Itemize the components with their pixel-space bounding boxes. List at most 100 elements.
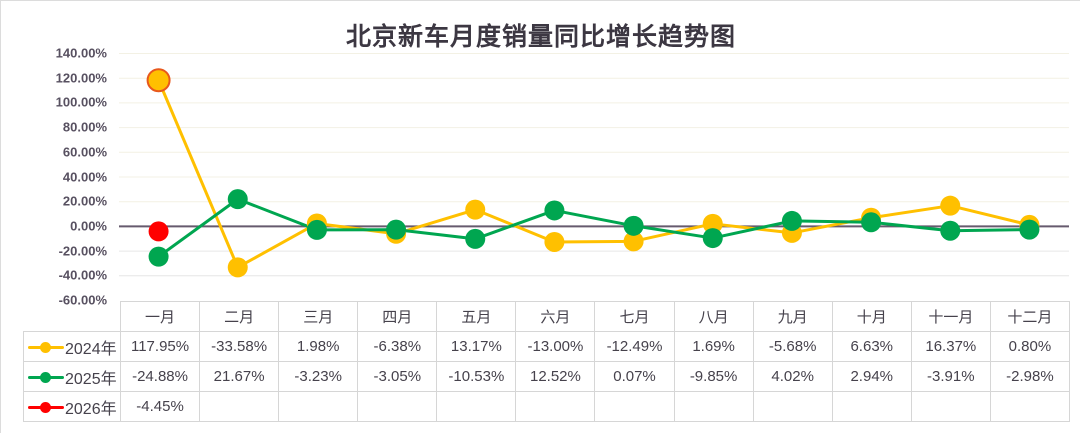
table-cell: 117.95% xyxy=(119,331,201,362)
y-axis-tick-label: 80.00% xyxy=(62,119,107,135)
table-cell: 13.17% xyxy=(436,331,517,362)
data-point-2025年-五月 xyxy=(465,228,486,249)
table-cell: 2.94% xyxy=(831,361,912,392)
table-column-header-3: 三月 xyxy=(278,301,359,332)
table-cell: 1.98% xyxy=(278,331,359,362)
table-cell: 21.67% xyxy=(199,361,280,392)
table-cell: -24.88% xyxy=(119,361,201,392)
table-corner-cell xyxy=(24,302,121,332)
data-point-2024年-八月 xyxy=(702,213,723,234)
legend-label: 2025年 xyxy=(65,370,117,388)
data-point-2025年-九月 xyxy=(781,210,802,231)
y-axis-tick-label: -40.00% xyxy=(58,267,107,283)
legend-label: 2024年 xyxy=(65,340,117,358)
table-cell: 6.63% xyxy=(831,331,912,362)
data-point-2024年-一月 xyxy=(146,68,171,93)
y-axis-tick-label: -20.00% xyxy=(58,243,107,259)
data-point-2025年-四月 xyxy=(386,219,407,240)
legend-item-2025年[interactable]: 2025年 xyxy=(23,361,121,392)
legend-label: 2026年 xyxy=(65,400,117,418)
table-cell xyxy=(199,391,280,422)
table-cell: -12.49% xyxy=(594,331,675,362)
y-axis-tick-label: -60.00% xyxy=(58,292,107,308)
table-cell: 0.80% xyxy=(989,331,1070,362)
table-cell xyxy=(752,391,833,422)
data-point-2025年-一月 xyxy=(148,246,169,267)
table-cell: -33.58% xyxy=(199,331,280,362)
chart-title: 北京新车月度销量同比增长趋势图 xyxy=(345,23,736,51)
table-row: 2024年 117.95% -33.58% 1.98% -6.38% 13.17% -13.… xyxy=(23,331,1070,362)
table-cell xyxy=(436,391,517,422)
legend-marker-icon xyxy=(28,401,64,413)
data-point-2025年-七月 xyxy=(623,215,644,236)
data-point-2025年-六月 xyxy=(544,200,565,221)
y-axis-tick-label: 0.00% xyxy=(70,218,107,234)
table-cell: -6.38% xyxy=(357,331,438,362)
table-cell: -2.98% xyxy=(989,361,1070,392)
y-axis-tick-label: 120.00% xyxy=(55,70,107,86)
data-point-2025年-十二月 xyxy=(1019,219,1040,240)
table-header-row: 一月 二月 三月 四月 五月 六月 七月 八月 九月 十月 十一月 十二月 xyxy=(24,301,1070,332)
table-row: 2025年 -24.88% 21.67% -3.23% -3.05% -10.53% 12.… xyxy=(23,361,1070,392)
table-cell: -13.00% xyxy=(515,331,596,362)
data-point-2025年-十月 xyxy=(861,212,882,233)
table-row: 2026年 -4.45% xyxy=(23,391,1070,422)
legend-item-2024年[interactable]: 2024年 xyxy=(23,331,121,362)
table-column-header-5: 五月 xyxy=(436,301,517,332)
table-cell xyxy=(357,391,438,422)
table-cell: 12.52% xyxy=(515,361,596,392)
data-point-2025年-十一月 xyxy=(940,220,961,241)
table-column-header-1: 一月 xyxy=(119,301,201,332)
y-axis-tick-label: 60.00% xyxy=(62,144,107,160)
legend-item-2026年[interactable]: 2026年 xyxy=(23,391,121,422)
table-column-header-4: 四月 xyxy=(357,301,438,332)
table-column-header-11: 十一月 xyxy=(910,301,991,332)
table-cell xyxy=(594,391,675,422)
legend-marker-icon xyxy=(28,371,64,383)
y-axis: 140.00% 120.00% 100.00% 80.00% 60.00% 40.00% 2… xyxy=(1,46,113,308)
series-line-2025年 xyxy=(157,197,1031,259)
table-cell xyxy=(910,391,991,422)
data-point-2025年-三月 xyxy=(306,219,327,240)
table-column-header-2: 二月 xyxy=(199,301,280,332)
data-point-2024年-七月 xyxy=(623,231,644,252)
data-table: 一月 二月 三月 四月 五月 六月 七月 八月 九月 十月 十一月 十二月 2024年 117.95% -… xyxy=(23,301,1070,422)
data-point-2024年-二月 xyxy=(227,257,248,278)
data-point-2024年-十一月 xyxy=(940,195,961,216)
y-axis-tick-label: 20.00% xyxy=(62,193,107,209)
y-axis-tick-label: 140.00% xyxy=(55,45,107,61)
table-cell: -3.23% xyxy=(278,361,359,392)
table-cell xyxy=(989,391,1070,422)
y-axis-tick-label: 100.00% xyxy=(55,94,107,110)
table-cell: -3.05% xyxy=(357,361,438,392)
y-axis-tick-label: 40.00% xyxy=(62,169,107,184)
table-cell xyxy=(831,391,912,422)
line-chart-svg xyxy=(119,53,1069,278)
table-cell: 1.69% xyxy=(673,331,754,362)
table-cell: -5.68% xyxy=(752,331,833,362)
table-cell: -10.53% xyxy=(436,361,517,392)
legend-marker-icon xyxy=(28,341,64,353)
data-point-2025年-二月 xyxy=(227,189,248,210)
table-cell: -4.45% xyxy=(119,391,201,422)
table-cell: 4.02% xyxy=(752,361,833,392)
data-point-2024年-五月 xyxy=(465,199,486,220)
table-cell xyxy=(673,391,754,422)
data-point-2026年-一月 xyxy=(148,221,169,242)
data-point-2025年-八月 xyxy=(702,228,723,249)
table-cell xyxy=(278,391,359,422)
table-column-header-10: 十月 xyxy=(831,301,912,332)
series-line-2024年 xyxy=(157,78,1031,269)
table-column-header-12: 十二月 xyxy=(989,301,1070,332)
data-point-2024年-六月 xyxy=(544,231,565,252)
table-cell: 0.07% xyxy=(594,361,675,392)
table-cell: -9.85% xyxy=(673,361,754,392)
table-column-header-8: 八月 xyxy=(673,301,754,332)
table-cell: -3.91% xyxy=(910,361,991,392)
table-cell xyxy=(515,391,596,422)
plot-area xyxy=(119,53,1069,300)
table-cell: 16.37% xyxy=(910,331,991,362)
table-column-header-6: 六月 xyxy=(515,301,596,332)
table-column-header-7: 七月 xyxy=(594,301,675,332)
